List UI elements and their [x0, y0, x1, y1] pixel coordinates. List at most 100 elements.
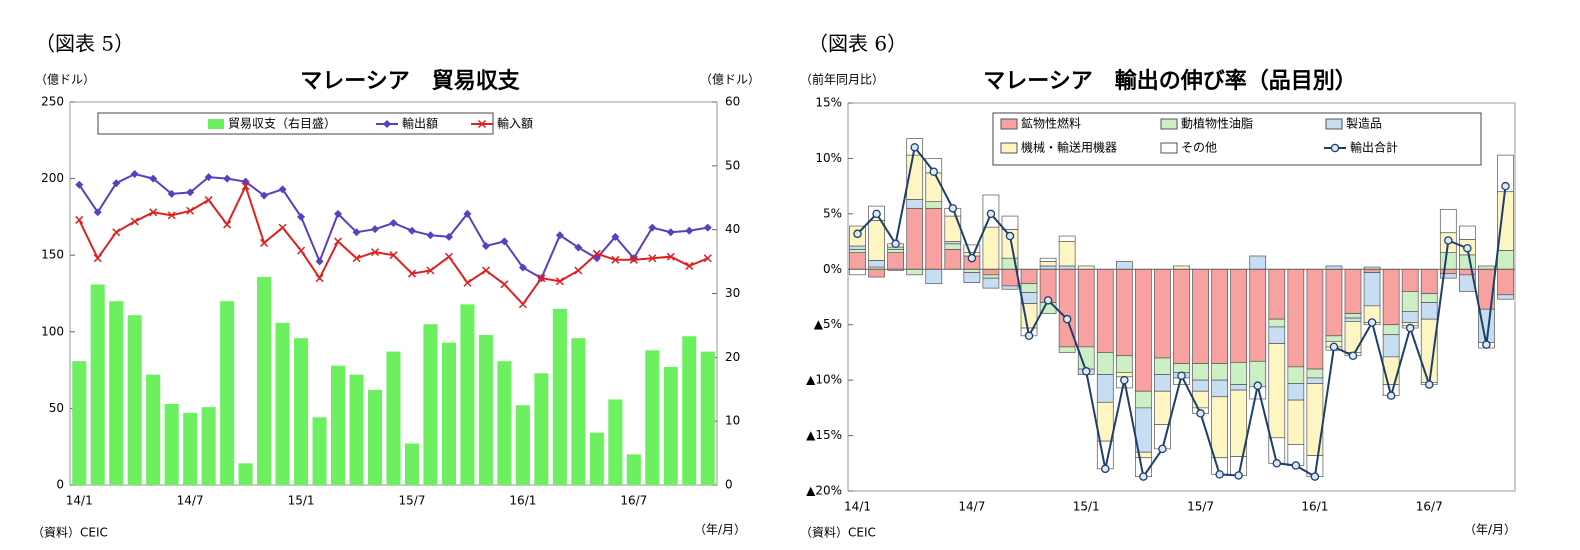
bar-segment — [925, 201, 943, 209]
marker — [186, 188, 195, 197]
bar-segment — [982, 274, 1000, 279]
bar-segment — [849, 268, 866, 276]
y-tick-label: 100 — [41, 324, 64, 338]
bar-segment — [1306, 368, 1324, 379]
legend-label: 鉱物性燃料 — [1021, 116, 1081, 131]
legend-label: 輸出額 — [402, 116, 438, 131]
marker — [130, 170, 139, 179]
y2-tick-label: 50 — [725, 158, 740, 172]
marker — [334, 237, 343, 246]
bar-segment — [1420, 302, 1438, 320]
marker — [463, 278, 472, 287]
bar-segment — [1382, 324, 1400, 336]
marker — [703, 223, 712, 232]
legend-marker — [477, 119, 487, 129]
bar-segment — [1325, 335, 1343, 342]
bar-segment — [1420, 268, 1438, 295]
bar — [478, 334, 493, 485]
bar — [220, 301, 235, 485]
bar-segment — [849, 248, 866, 254]
marker — [1062, 314, 1072, 324]
bar-segment — [1001, 215, 1019, 230]
bar-segment — [925, 172, 943, 203]
bar-segment — [1096, 352, 1114, 375]
marker — [444, 252, 453, 261]
marker — [444, 232, 453, 241]
bar-segment — [1154, 390, 1171, 425]
marker — [1234, 471, 1243, 480]
y-tick-label: 250 — [41, 95, 64, 109]
marker — [481, 242, 490, 251]
bar — [423, 324, 438, 485]
marker — [93, 254, 102, 263]
bar-segment — [1173, 363, 1190, 373]
marker — [1424, 380, 1434, 389]
legend-swatch — [1325, 118, 1343, 130]
marker — [352, 254, 361, 263]
bar-segment — [1382, 334, 1400, 358]
bar-segment — [1001, 268, 1019, 287]
marker — [1081, 367, 1091, 376]
legend-label: 製造品 — [1346, 117, 1382, 131]
bar — [312, 417, 327, 485]
bar-segment — [1287, 268, 1305, 368]
source: （資料）CEIC — [800, 526, 876, 540]
y2-tick-label: 10 — [725, 414, 740, 428]
legend-swatch — [1000, 142, 1018, 154]
marker — [703, 254, 712, 263]
x-tick-label: 16/1 — [1301, 500, 1328, 514]
bar-segment — [1115, 261, 1133, 270]
y-axis-label: （億ドル） — [35, 73, 95, 87]
bar-segment — [1039, 257, 1057, 262]
marker — [1367, 318, 1377, 327]
marker — [967, 253, 977, 263]
bar-segment — [1115, 355, 1133, 373]
bar-segment — [1154, 268, 1171, 359]
bar-segment — [1306, 268, 1324, 370]
y-tick-label: ▲10% — [806, 373, 842, 387]
bar-segment — [1230, 268, 1248, 363]
marker — [1310, 472, 1320, 481]
marker — [891, 239, 900, 249]
bar-segment — [1268, 318, 1286, 328]
bar-segment — [868, 220, 885, 261]
y-tick-label: 10% — [815, 151, 842, 165]
bar — [497, 361, 512, 485]
bar-segment — [849, 252, 866, 270]
figure-label: （図表 6） — [808, 32, 907, 56]
marker — [500, 237, 509, 246]
marker — [315, 257, 324, 266]
y2-tick-label: 30 — [725, 286, 740, 300]
bar-segment — [1211, 363, 1228, 381]
marker — [948, 204, 958, 213]
marker — [204, 173, 213, 182]
marker — [648, 254, 657, 263]
bar-segment — [1077, 268, 1095, 348]
bar-segment — [1001, 285, 1019, 290]
marker — [1463, 243, 1472, 253]
bar-segment — [1230, 362, 1248, 385]
bar-segment — [1344, 317, 1362, 322]
chart-title: マレーシア 貿易収支 — [300, 69, 521, 94]
marker — [685, 261, 694, 270]
y-tick-label: 200 — [41, 171, 64, 185]
y-tick-label: ▲15% — [806, 428, 842, 442]
bar — [164, 403, 179, 485]
y2-tick-label: 40 — [725, 222, 740, 236]
bar — [515, 405, 530, 485]
x-tick-label: 15/1 — [288, 494, 315, 508]
y-tick-label: 15% — [815, 96, 842, 110]
marker — [685, 226, 694, 235]
bar-segment — [963, 272, 981, 283]
marker — [481, 266, 490, 275]
marker — [1177, 371, 1186, 380]
legend-box — [992, 112, 1482, 166]
y-tick-label: 50 — [49, 401, 64, 415]
marker — [648, 223, 657, 232]
bar-segment — [1382, 268, 1400, 326]
marker — [1120, 375, 1129, 385]
bar-segment — [849, 245, 866, 250]
marker — [315, 274, 324, 283]
y2-axis-label: （億ドル） — [700, 73, 760, 87]
bar-segment — [1459, 254, 1476, 270]
